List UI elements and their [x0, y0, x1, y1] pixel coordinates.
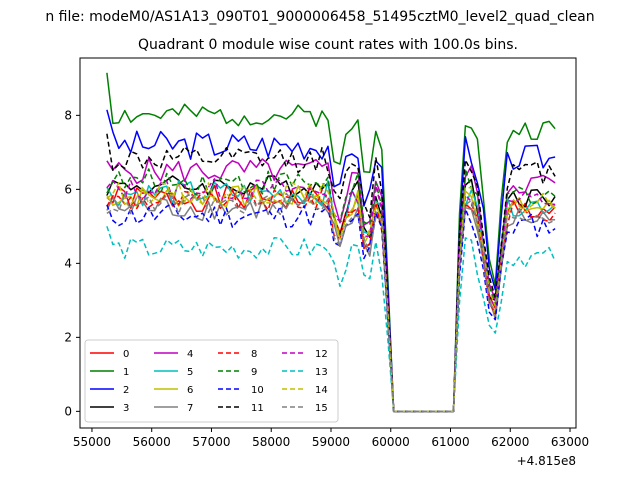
legend-frame: [84, 339, 339, 423]
series-line-10: [106, 202, 556, 413]
legend-label-8: 8: [251, 349, 257, 360]
x-tick-label: 59000: [312, 435, 350, 449]
x-offset-label: +4.815e8: [517, 454, 576, 468]
legend-label-9: 9: [251, 367, 257, 378]
series-line-2: [106, 109, 556, 413]
x-tick-label: 63000: [551, 435, 589, 449]
y-axis: 0 2 4 6 8: [64, 108, 80, 418]
series-line-13: [106, 226, 556, 413]
x-axis: 55000 56000 57000 58000 59000 60000 61000 62000…: [73, 428, 589, 449]
legend-label-0: 0: [123, 349, 129, 360]
legend-label-3: 3: [123, 403, 129, 414]
chart-suptitle: n file: modeM0/AS1A13_090T01_9000006458_…: [45, 9, 594, 25]
legend-label-10: 10: [251, 385, 264, 396]
series-layer: [106, 72, 556, 413]
x-tick-label: 58000: [252, 435, 290, 449]
x-tick-label: 55000: [73, 435, 111, 449]
y-tick-label: 8: [64, 108, 72, 122]
legend-label-6: 6: [187, 385, 193, 396]
x-tick-label: 61000: [431, 435, 469, 449]
legend-label-14: 14: [315, 385, 328, 396]
series-line-11: [106, 133, 556, 413]
legend-label-5: 5: [187, 367, 193, 378]
legend-label-11: 11: [251, 403, 264, 414]
y-tick-label: 6: [64, 182, 72, 196]
series-line-15: [106, 192, 556, 413]
legend-label-15: 15: [315, 403, 328, 414]
legend-label-4: 4: [187, 349, 193, 360]
x-tick-label: 62000: [491, 435, 529, 449]
legend-label-12: 12: [315, 349, 328, 360]
x-tick-label: 56000: [133, 435, 171, 449]
legend-label-2: 2: [123, 385, 129, 396]
series-line-12: [106, 178, 556, 413]
chart-title: Quadrant 0 module wise count rates with …: [138, 37, 518, 53]
y-tick-label: 4: [64, 256, 72, 270]
legend-label-1: 1: [123, 367, 129, 378]
series-line-1: [106, 72, 556, 413]
series-line-14: [106, 181, 556, 413]
y-tick-label: 0: [64, 404, 72, 418]
series-line-8: [106, 188, 556, 413]
x-tick-label: 57000: [192, 435, 230, 449]
x-tick-label: 60000: [372, 435, 410, 449]
y-tick-label: 2: [64, 330, 72, 344]
plot-frame: [79, 57, 577, 429]
legend-label-7: 7: [187, 403, 193, 414]
legend-label-13: 13: [315, 367, 328, 378]
